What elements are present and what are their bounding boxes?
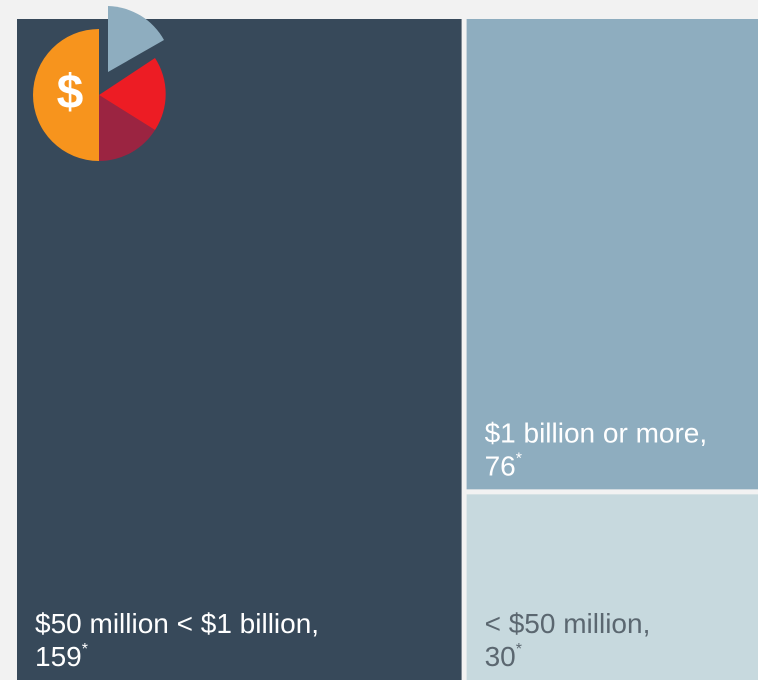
value-text: 159 (35, 641, 82, 672)
tile-value: 30* (485, 641, 522, 672)
tile-label: < $50 million, (485, 608, 651, 639)
treemap: $50 million < $1 billion,159*$1 billion … (17, 19, 758, 680)
tile (466, 19, 758, 490)
value-text: 76 (485, 450, 516, 481)
tile-label: $50 million < $1 billion, (35, 608, 319, 639)
tile-label: $1 billion or more, (485, 417, 708, 448)
icon-slice (33, 29, 99, 161)
icon-slice (99, 95, 155, 162)
value-marker: * (516, 641, 522, 658)
tile-value: 159* (35, 641, 88, 672)
icon-slice (99, 58, 166, 130)
value-marker: * (82, 641, 88, 658)
value-marker: * (516, 450, 522, 467)
tile (466, 494, 758, 680)
icon-slice (108, 6, 164, 72)
icon-dollar: $ (57, 66, 84, 119)
pie-icon: $ (33, 6, 166, 162)
value-text: 30 (485, 641, 516, 672)
tile-value: 76* (485, 450, 522, 481)
